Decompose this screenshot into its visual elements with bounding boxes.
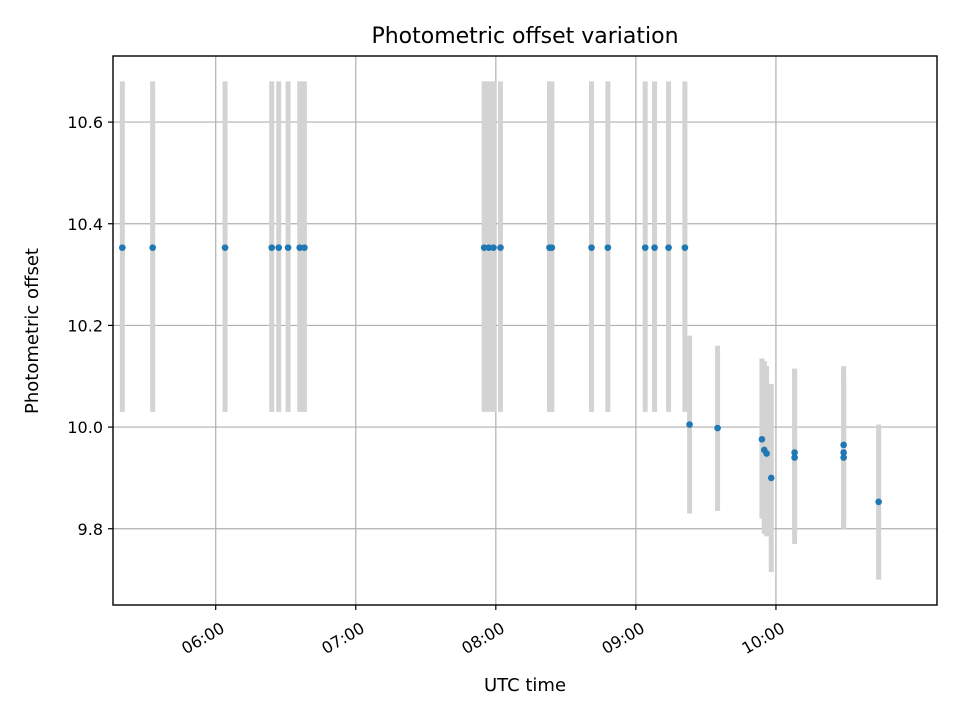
data-point: [119, 244, 126, 251]
x-tick-label: 08:00: [458, 618, 507, 658]
data-point: [588, 244, 595, 251]
data-point: [875, 498, 882, 506]
y-tick-label: 10.2: [67, 316, 103, 335]
chart-title: Photometric offset variation: [371, 24, 678, 49]
x-axis: 06:00 07:00 08:00 09:00 10:00: [178, 605, 788, 658]
data-point: [548, 244, 556, 251]
data-point: [763, 450, 770, 457]
data-point: [791, 454, 798, 461]
data-point: [767, 474, 775, 482]
data-point: [641, 244, 649, 251]
data-point: [681, 244, 689, 251]
x-axis-label: UTC time: [484, 675, 566, 696]
x-tick-label: 06:00: [178, 618, 227, 658]
grid: [113, 56, 937, 605]
data-point: [714, 424, 721, 432]
data-point: [497, 244, 504, 251]
plot-frame: [112, 55, 938, 606]
data-point: [686, 421, 693, 428]
data-point: [221, 244, 229, 251]
data-point: [840, 454, 847, 461]
x-tick-label: 09:00: [598, 618, 647, 658]
data-point: [284, 244, 292, 251]
y-tick-label: 9.8: [78, 520, 103, 539]
x-tick-label: 10:00: [739, 618, 788, 658]
data-point: [840, 441, 847, 449]
y-axis-label: Photometric offset: [22, 248, 43, 414]
data-point: [490, 244, 497, 251]
data-point: [268, 244, 276, 251]
data-point: [485, 244, 493, 251]
y-tick-label: 10.4: [67, 215, 103, 234]
y-tick-label: 10.0: [67, 418, 103, 437]
data-point: [296, 244, 304, 251]
data-point: [840, 449, 847, 456]
data-point: [604, 244, 612, 251]
point-layer: [119, 244, 882, 506]
errorbar-layer: [119, 81, 882, 580]
data-point: [149, 244, 156, 251]
data-point: [480, 244, 488, 251]
data-point: [301, 244, 308, 251]
y-tick-label: 10.6: [67, 113, 103, 132]
data-point: [665, 244, 672, 251]
x-tick-label: 07:00: [318, 618, 367, 658]
data-point: [791, 449, 798, 456]
data-point: [275, 244, 283, 251]
data-point: [651, 244, 658, 251]
data-point: [758, 435, 766, 443]
y-axis: 9.8 10.0 10.2 10.4 10.6: [67, 113, 113, 539]
